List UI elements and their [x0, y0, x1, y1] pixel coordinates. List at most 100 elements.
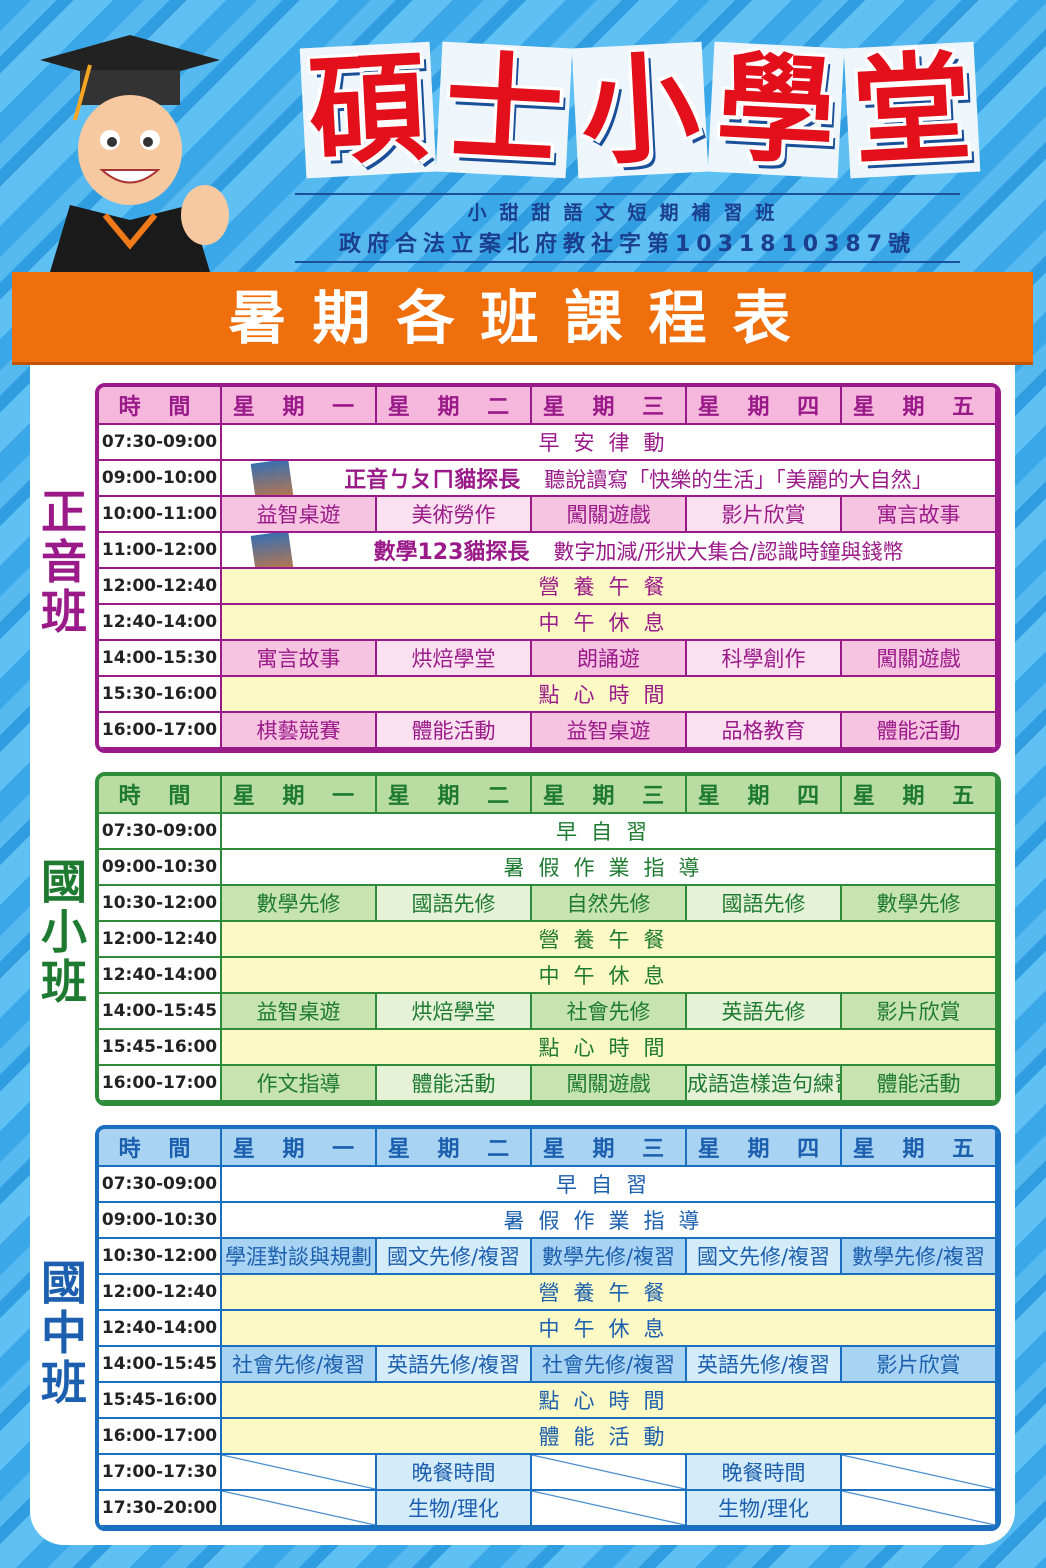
table-row: 17:30-20:00 生物/理化 生物/理化: [99, 1491, 997, 1527]
activity-cell: 作文指導: [222, 1066, 377, 1102]
divider: [295, 193, 960, 195]
course-name: 正音ㄅㄆㄇ貓探長: [344, 468, 521, 493]
time-cell: 07:30-09:00: [99, 425, 222, 461]
activity-cell: 早自習: [222, 814, 997, 850]
activity-cell: 數學先修/複習: [842, 1239, 997, 1275]
activity-cell: 營養午餐: [222, 922, 997, 958]
time-cell: 09:00-10:30: [99, 1203, 222, 1239]
activity-cell: 營養午餐: [222, 569, 997, 605]
divider: [295, 261, 960, 263]
book-cover-image: [248, 461, 298, 495]
table-row: 15:45-16:00 點心時間: [99, 1030, 997, 1066]
time-cell: 12:40-14:00: [99, 1311, 222, 1347]
empty-cell: [222, 1491, 377, 1527]
activity-cell: 國文先修/複習: [377, 1239, 532, 1275]
time-header: 時 間: [99, 1129, 222, 1167]
activity-cell: 品格教育: [687, 713, 842, 749]
day-header: 星 期 二: [377, 387, 532, 425]
activity-cell: 點心時間: [222, 677, 997, 713]
time-cell: 15:45-16:00: [99, 1030, 222, 1066]
schedule-table: 時 間星 期 一星 期 二星 期 三星 期 四星 期 五 07:30-09:00 早…: [95, 1125, 1001, 1531]
schedule-table: 時 間星 期 一星 期 二星 期 三星 期 四星 期 五 07:30-09:00 早…: [95, 772, 1001, 1106]
activity-cell: 烘焙學堂: [377, 994, 532, 1030]
graduate-mascot-illustration: [40, 35, 229, 272]
activity-cell: 中午休息: [222, 958, 997, 994]
time-cell: 16:00-17:00: [99, 1066, 222, 1102]
table-row: 11:00-12:00 數學123貓探長 數字加減/形狀大集合/認識時鐘與錢幣: [99, 533, 997, 569]
activity-cell: 影片欣賞: [687, 497, 842, 533]
time-header: 時 間: [99, 776, 222, 814]
time-cell: 09:00-10:30: [99, 850, 222, 886]
activity-cell: 科學創作: [687, 641, 842, 677]
time-cell: 10:30-12:00: [99, 1239, 222, 1275]
time-cell: 16:00-17:00: [99, 1419, 222, 1455]
book-cover-image: [248, 533, 298, 567]
time-cell: 14:00-15:30: [99, 641, 222, 677]
table-row: 12:00-12:40 營養午餐: [99, 922, 997, 958]
schedule-banner: 暑期各班課程表: [12, 272, 1033, 365]
activity-cell: 國文先修/複習: [687, 1239, 842, 1275]
time-cell: 11:00-12:00: [99, 533, 222, 569]
table-row: 12:40-14:00 中午休息: [99, 1311, 997, 1347]
day-header: 星 期 四: [687, 387, 842, 425]
table-row: 07:30-09:00 早自習: [99, 814, 997, 850]
title-char: 小: [571, 38, 709, 182]
day-header: 星 期 五: [842, 776, 997, 814]
table-row: 07:30-09:00 早安律動: [99, 425, 997, 461]
activity-cell: 成語造樣造句練習: [687, 1066, 842, 1102]
activity-cell: 國語先修: [687, 886, 842, 922]
activity-cell: 體能活動: [842, 1066, 997, 1102]
activity-cell: 體能活動: [222, 1419, 997, 1455]
table-row: 10:30-12:00 學涯對談與規劃 國文先修/複習 數學先修/複習 國文先修/複習數…: [99, 1239, 997, 1275]
course-description: 聽說讀寫「快樂的生活」「美麗的大自然」: [544, 468, 933, 492]
day-header: 星 期 四: [687, 776, 842, 814]
table-row: 10:30-12:00 數學先修 國語先修 自然先修 國語先修 數學先修: [99, 886, 997, 922]
header-row: 時 間星 期 一星 期 二星 期 三星 期 四星 期 五: [99, 776, 997, 814]
table-row: 12:00-12:40 營養午餐: [99, 1275, 997, 1311]
activity-cell: 社會先修: [532, 994, 687, 1030]
table-row: 16:00-17:00 體能活動: [99, 1419, 997, 1455]
activity-cell: 棋藝競賽: [222, 713, 377, 749]
activity-cell: 點心時間: [222, 1030, 997, 1066]
class-label: 國中班: [41, 1256, 87, 1410]
activity-cell: 晚餐時間: [687, 1455, 842, 1491]
time-cell: 10:30-12:00: [99, 886, 222, 922]
school-title: 碩士小學堂: [280, 38, 1000, 182]
table-row: 09:00-10:00 正音ㄅㄆㄇ貓探長 聽說讀寫「快樂的生活」「美麗的大自然」: [99, 461, 997, 497]
table-row: 16:00-17:00 作文指導 體能活動 闖關遊戲 成語造樣造句練習 體能活動: [99, 1066, 997, 1102]
activity-cell: 英語先修/複習: [687, 1347, 842, 1383]
table-row: 16:00-17:00 棋藝競賽 體能活動 益智桌遊 品格教育 體能活動: [99, 713, 997, 749]
table-row: 10:00-11:00 益智桌遊 美術勞作 闖關遊戲 影片欣賞 寓言故事: [99, 497, 997, 533]
table-row: 14:00-15:45 益智桌遊 烘焙學堂 社會先修 英語先修 影片欣賞: [99, 994, 997, 1030]
day-header: 星 期 一: [222, 1129, 377, 1167]
activity-cell: 闖關遊戲: [532, 497, 687, 533]
day-header: 星 期 二: [377, 776, 532, 814]
time-cell: 17:00-17:30: [99, 1455, 222, 1491]
title-char: 碩: [299, 38, 437, 182]
empty-cell: [222, 1455, 377, 1491]
time-cell: 12:40-14:00: [99, 605, 222, 641]
day-header: 星 期 三: [532, 776, 687, 814]
activity-cell: 英語先修: [687, 994, 842, 1030]
header-row: 時 間星 期 一星 期 二星 期 三星 期 四星 期 五: [99, 387, 997, 425]
activity-cell: 正音ㄅㄆㄇ貓探長 聽說讀寫「快樂的生活」「美麗的大自然」: [222, 461, 997, 497]
time-cell: 07:30-09:00: [99, 1167, 222, 1203]
table-row: 12:40-14:00 中午休息: [99, 958, 997, 994]
activity-cell: 數學先修: [222, 886, 377, 922]
table-row: 09:00-10:30 暑假作業指導: [99, 850, 997, 886]
day-header: 星 期 五: [842, 387, 997, 425]
activity-cell: 影片欣賞: [842, 994, 997, 1030]
activity-cell: 社會先修/複習: [532, 1347, 687, 1383]
course-name: 數學123貓探長: [373, 540, 530, 565]
activity-cell: 中午休息: [222, 1311, 997, 1347]
title-char: 學: [707, 38, 845, 182]
activity-cell: 學涯對談與規劃: [222, 1239, 377, 1275]
activity-cell: 體能活動: [377, 713, 532, 749]
activity-cell: 寓言故事: [222, 641, 377, 677]
day-header: 星 期 一: [222, 776, 377, 814]
class-label: 正音班: [41, 485, 87, 639]
activity-cell: 營養午餐: [222, 1275, 997, 1311]
day-header: 星 期 二: [377, 1129, 532, 1167]
activity-cell: 闖關遊戲: [842, 641, 997, 677]
activity-cell: 暑假作業指導: [222, 1203, 997, 1239]
